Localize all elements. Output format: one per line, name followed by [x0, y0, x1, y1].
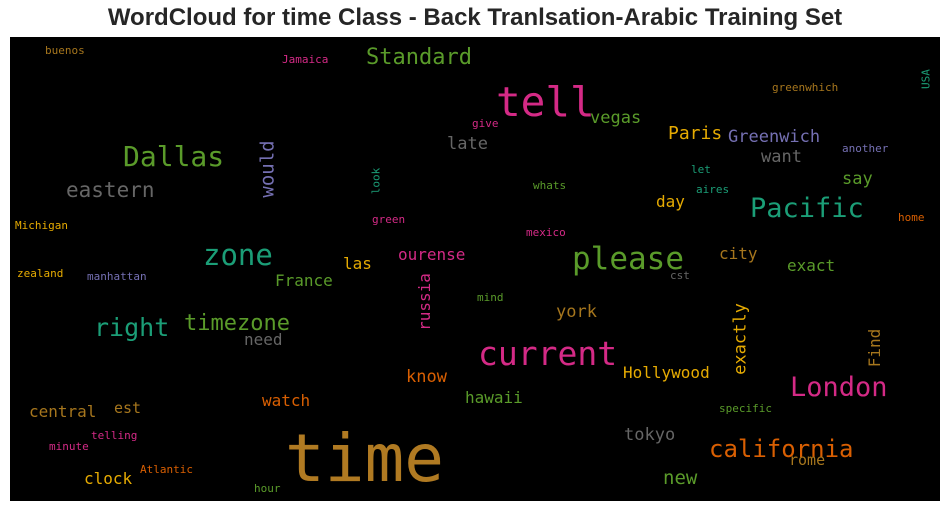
word-city: city	[719, 244, 758, 263]
word-exactly: exactly	[730, 303, 751, 375]
word-let: let	[691, 163, 711, 176]
word-USA: USA	[919, 69, 933, 89]
word-know: know	[406, 367, 447, 387]
word-Michigan: Michigan	[15, 219, 68, 232]
word-late: late	[447, 134, 488, 154]
word-Greenwich: Greenwich	[728, 127, 821, 147]
word-give: give	[472, 117, 499, 130]
word-minute: minute	[49, 440, 89, 453]
word-est: est	[114, 399, 142, 417]
word-eastern: eastern	[66, 178, 155, 202]
word-please: please	[572, 241, 684, 277]
word-timezone: timezone	[184, 311, 290, 336]
word-need: need	[244, 330, 283, 349]
word-tell: tell	[496, 78, 595, 126]
word-new: new	[663, 467, 698, 489]
word-would: would	[256, 140, 279, 198]
word-Pacific: Pacific	[750, 193, 864, 224]
word-greenwhich: greenwhich	[772, 81, 839, 94]
word-tokyo: tokyo	[624, 425, 676, 445]
word-russia: russia	[415, 273, 434, 331]
word-exact: exact	[787, 256, 836, 275]
word-las: las	[343, 254, 372, 273]
word-ourense: ourense	[398, 245, 466, 264]
word-clock: clock	[84, 469, 133, 488]
word-time: time	[285, 420, 444, 497]
word-watch: watch	[262, 391, 311, 410]
word-day: day	[656, 192, 685, 211]
word-green: green	[372, 213, 406, 226]
word-hawaii: hawaii	[465, 388, 523, 407]
word-Jamaica: Jamaica	[282, 53, 329, 66]
word-want: want	[761, 147, 802, 167]
word-Atlantic: Atlantic	[140, 463, 193, 476]
word-zone: zone	[203, 238, 273, 272]
word-mexico: mexico	[526, 226, 566, 239]
word-hour: hour	[254, 482, 281, 495]
word-Hollywood: Hollywood	[623, 363, 710, 382]
word-mind: mind	[477, 291, 504, 304]
word-rome: rome	[789, 451, 826, 469]
word-specific: specific	[719, 402, 772, 415]
word-France: France	[275, 271, 333, 290]
word-california: california	[709, 435, 854, 463]
word-Dallas: Dallas	[123, 140, 225, 173]
word-buenos: buenos	[45, 44, 85, 57]
word-look: look	[369, 167, 383, 195]
word-vegas: vegas	[590, 108, 642, 128]
word-aires: aires	[696, 183, 730, 196]
word-whats: whats	[533, 179, 567, 192]
word-telling: telling	[91, 429, 138, 442]
word-London: London	[790, 372, 888, 403]
word-current: current	[478, 334, 618, 373]
word-Standard: Standard	[366, 45, 472, 70]
word-another: another	[842, 142, 889, 155]
word-Paris: Paris	[668, 123, 723, 144]
word-cloud: time tell current please Dallas zone Pac…	[10, 37, 940, 501]
word-zealand: zealand	[17, 267, 64, 280]
word-right: right	[94, 313, 170, 342]
word-manhattan: manhattan	[87, 270, 147, 283]
word-central: central	[29, 402, 97, 421]
word-home: home	[898, 211, 925, 224]
word-Find: Find	[865, 328, 884, 368]
word-say: say	[842, 169, 873, 189]
word-cst: cst	[670, 269, 690, 282]
word-york: york	[556, 302, 597, 322]
chart-title: WordCloud for time Class - Back Tranlsat…	[107, 4, 843, 31]
